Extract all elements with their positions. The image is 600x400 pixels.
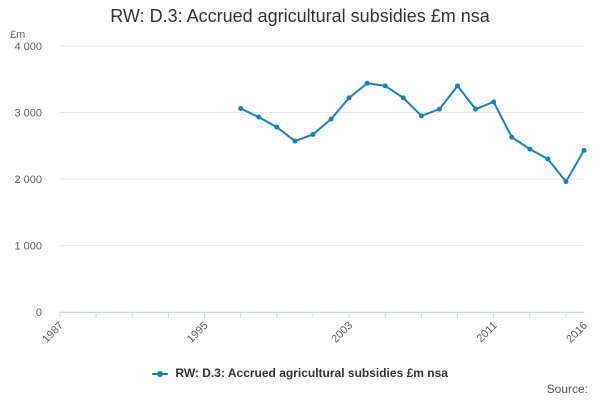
y-tick-label: 0 — [36, 307, 42, 319]
y-tick-label: 2 000 — [14, 174, 42, 186]
x-tick-label: 1987 — [40, 320, 66, 346]
axes: 0 1 000 2 000 3 000 4 000 1987 1995 2003 2011 201… — [14, 41, 590, 345]
series-line[interactable] — [239, 82, 585, 183]
x-tick-label: 1995 — [185, 320, 211, 346]
data-point[interactable] — [238, 106, 244, 112]
x-tick-label: 2003 — [329, 320, 355, 346]
data-point[interactable] — [455, 83, 461, 89]
data-point[interactable] — [491, 99, 497, 105]
data-point[interactable] — [473, 106, 479, 112]
data-point[interactable] — [274, 124, 280, 130]
y-tick-label: 3 000 — [14, 108, 42, 120]
y-axis-unit-label: £m — [10, 29, 25, 41]
data-point[interactable] — [581, 147, 587, 153]
data-point[interactable] — [436, 106, 442, 112]
legend-label: RW: D.3: Accrued agricultural subsidies … — [175, 366, 448, 380]
data-point[interactable] — [382, 83, 388, 89]
legend-swatch — [152, 369, 169, 379]
data-point[interactable] — [328, 116, 334, 122]
source-credit: Source: — [546, 382, 588, 396]
data-point[interactable] — [292, 138, 298, 144]
data-point[interactable] — [563, 179, 569, 185]
x-tick-label: 2016 — [564, 320, 590, 346]
data-point[interactable] — [400, 95, 406, 101]
data-point[interactable] — [509, 134, 515, 140]
y-tick-label: 4 000 — [14, 41, 42, 53]
data-point[interactable] — [418, 113, 424, 119]
chart-title: RW: D.3: Accrued agricultural subsidies … — [110, 6, 490, 26]
series[interactable] — [238, 80, 587, 185]
gridlines — [60, 45, 584, 313]
data-point[interactable] — [545, 156, 551, 162]
x-tick-label: 2011 — [475, 320, 500, 345]
data-point[interactable] — [346, 95, 352, 101]
legend[interactable]: RW: D.3: Accrued agricultural subsidies … — [0, 366, 600, 380]
data-point[interactable] — [310, 131, 316, 137]
data-point[interactable] — [527, 146, 533, 152]
y-tick-label: 1 000 — [14, 241, 42, 253]
data-point[interactable] — [364, 80, 370, 86]
data-point[interactable] — [256, 114, 262, 120]
